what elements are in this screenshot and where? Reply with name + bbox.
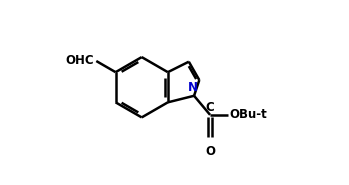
Text: OBu-t: OBu-t — [230, 108, 267, 121]
Text: OHC: OHC — [65, 54, 94, 67]
Text: N: N — [188, 81, 198, 95]
Text: O: O — [205, 144, 215, 157]
Text: C: C — [205, 101, 214, 114]
